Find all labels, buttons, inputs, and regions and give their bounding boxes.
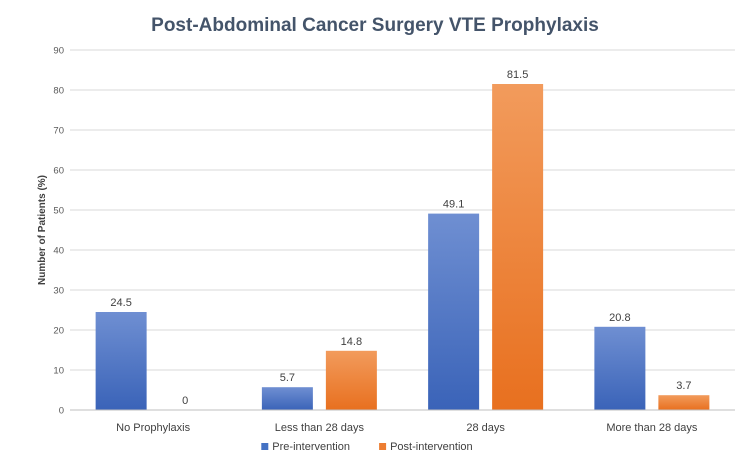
y-tick-label: 70 [53, 126, 64, 137]
bar-pre-intervention [428, 213, 480, 410]
bar-post-intervention [325, 350, 377, 410]
data-label: 5.7 [280, 372, 295, 384]
bar-pre-intervention [95, 312, 147, 410]
x-category-label: 28 days [466, 422, 505, 434]
data-label: 14.8 [341, 336, 362, 348]
y-tick-label: 20 [53, 326, 64, 337]
y-tick-label: 10 [53, 366, 64, 377]
y-tick-label: 60 [53, 166, 64, 177]
y-tick-label: 90 [53, 46, 64, 57]
legend-swatch [261, 443, 269, 450]
data-labels: 24.5 0 5.7 14.8 49.1 81.5 20.8 3.7 [110, 69, 691, 407]
x-category-label: More than 28 days [606, 422, 698, 434]
chart-title: Post-Abdominal Cancer Surgery VTE Prophy… [151, 15, 599, 36]
y-tick-label: 0 [59, 406, 64, 417]
y-tick-label: 50 [53, 206, 64, 217]
data-label: 24.5 [110, 297, 131, 309]
y-axis-ticks: 0 10 20 30 40 50 60 70 80 90 [53, 46, 64, 417]
legend-swatch [379, 443, 387, 450]
y-axis-label: Number of Patients (%) [37, 175, 48, 285]
y-tick-label: 80 [53, 86, 64, 97]
x-axis-categories: No Prophylaxis Less than 28 days 28 days Mo… [116, 422, 698, 434]
data-label: 81.5 [507, 69, 528, 81]
data-label: 0 [182, 395, 188, 407]
bars [95, 84, 710, 410]
y-tick-label: 30 [53, 286, 64, 297]
data-label: 20.8 [609, 312, 630, 324]
legend-label: Post-intervention [390, 441, 473, 453]
y-tick-label: 40 [53, 246, 64, 257]
bar-post-intervention [658, 395, 710, 410]
x-category-label: Less than 28 days [275, 422, 365, 434]
x-category-label: No Prophylaxis [116, 422, 190, 434]
legend: Pre-intervention Post-intervention [261, 441, 473, 453]
data-label: 49.1 [443, 199, 464, 211]
gridlines [70, 49, 735, 371]
bar-pre-intervention [261, 387, 313, 410]
bar-pre-intervention [594, 326, 646, 410]
bar-post-intervention [492, 84, 544, 410]
data-label: 3.7 [676, 380, 691, 392]
legend-label: Pre-intervention [272, 441, 350, 453]
